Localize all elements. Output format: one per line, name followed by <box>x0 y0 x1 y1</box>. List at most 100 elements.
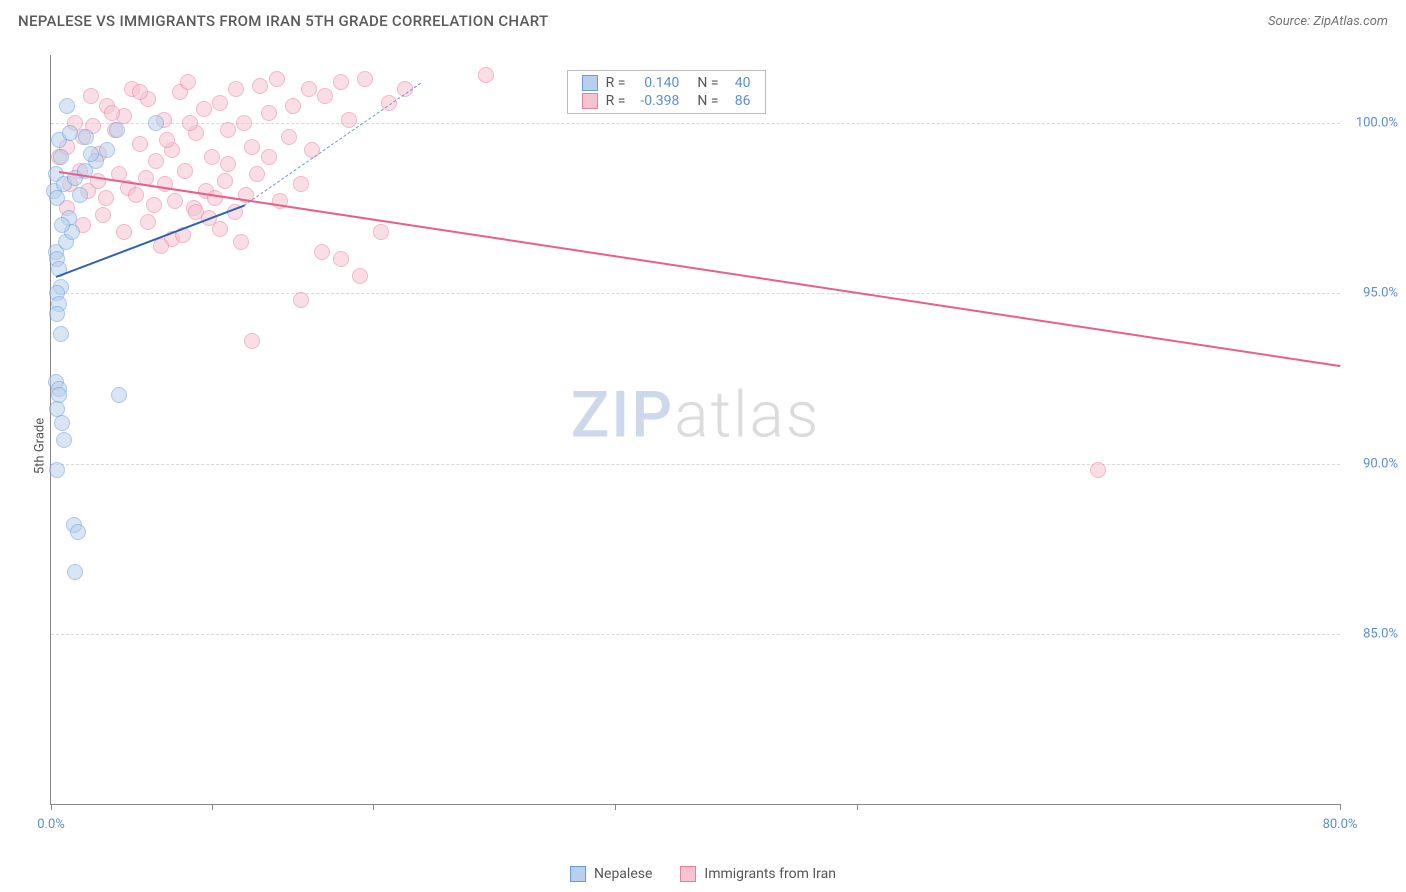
scatter-point-iran <box>249 166 265 182</box>
scatter-point-nepalese <box>53 149 69 165</box>
swatch-nepalese <box>570 866 586 882</box>
scatter-point-iran <box>293 176 309 192</box>
scatter-point-iran <box>180 74 196 90</box>
scatter-point-iran <box>301 81 317 97</box>
scatter-point-nepalese <box>78 129 94 145</box>
scatter-point-iran <box>95 207 111 223</box>
scatter-point-iran <box>293 292 309 308</box>
scatter-point-nepalese <box>49 306 65 322</box>
scatter-point-iran <box>167 193 183 209</box>
scatter-point-nepalese <box>49 462 65 478</box>
scatter-point-iran <box>261 149 277 165</box>
scatter-point-nepalese <box>56 432 72 448</box>
scatter-point-iran <box>233 234 249 250</box>
legend-item-iran: Immigrants from Iran <box>680 866 836 882</box>
scatter-point-iran <box>220 122 236 138</box>
stat-label-r: R = <box>606 75 626 91</box>
stats-row: R = 0.140 N = 40 <box>582 75 751 91</box>
y-axis-label: 5th Grade <box>33 418 48 474</box>
scatter-point-iran <box>236 115 252 131</box>
stats-row: R =-0.398N =86 <box>582 93 751 109</box>
scatter-point-iran <box>104 105 120 121</box>
scatter-point-nepalese <box>62 125 78 141</box>
scatter-point-iran <box>228 81 244 97</box>
scatter-point-iran <box>128 187 144 203</box>
scatter-point-iran <box>269 71 285 87</box>
scatter-point-iran <box>132 136 148 152</box>
swatch-iran <box>680 866 696 882</box>
scatter-point-iran <box>478 67 494 83</box>
scatter-point-iran <box>212 95 228 111</box>
scatter-point-iran <box>352 268 368 284</box>
source-attribution: Source: ZipAtlas.com <box>1268 14 1388 29</box>
scatter-point-iran <box>207 190 223 206</box>
scatter-point-iran <box>204 149 220 165</box>
scatter-point-iran <box>217 173 233 189</box>
scatter-point-iran <box>333 74 349 90</box>
y-tick-label: 85.0% <box>1363 626 1398 641</box>
scatter-point-nepalese <box>53 326 69 342</box>
x-tick <box>857 804 858 810</box>
gridline-h <box>51 464 1340 465</box>
stats-swatch <box>582 75 598 91</box>
scatter-point-iran <box>341 112 357 128</box>
scatter-point-iran <box>220 156 236 172</box>
scatter-point-nepalese <box>49 190 65 206</box>
scatter-point-iran <box>244 139 260 155</box>
scatter-point-iran <box>83 88 99 104</box>
scatter-point-iran <box>177 163 193 179</box>
x-tick <box>212 804 213 810</box>
y-tick-label: 95.0% <box>1363 286 1398 301</box>
scatter-point-iran <box>98 190 114 206</box>
x-tick-label: 0.0% <box>37 817 65 832</box>
scatter-point-iran <box>252 78 268 94</box>
stat-r-value: 0.140 <box>633 75 679 91</box>
scatter-point-iran <box>285 98 301 114</box>
stat-n-value: 86 <box>727 93 751 109</box>
scatter-point-nepalese <box>67 564 83 580</box>
scatter-point-nepalese <box>99 142 115 158</box>
stat-r-value: -0.398 <box>633 93 679 109</box>
x-tick-label: 80.0% <box>1323 817 1358 832</box>
scatter-point-nepalese <box>54 415 70 431</box>
x-tick <box>373 804 374 810</box>
stats-swatch <box>582 93 598 109</box>
x-tick <box>1340 804 1341 810</box>
scatter-point-nepalese <box>72 187 88 203</box>
scatter-point-iran <box>146 197 162 213</box>
scatter-point-iran <box>314 244 330 260</box>
stat-n-value: 40 <box>727 75 751 91</box>
scatter-point-nepalese <box>59 98 75 114</box>
stat-label-n: N = <box>697 93 718 109</box>
y-tick-label: 90.0% <box>1363 456 1398 471</box>
scatter-point-iran <box>196 101 212 117</box>
legend-item-nepalese: Nepalese <box>570 866 652 882</box>
scatter-point-iran <box>116 224 132 240</box>
watermark: ZIPatlas <box>571 377 821 452</box>
scatter-point-iran <box>333 251 349 267</box>
watermark-zip: ZIP <box>571 377 675 452</box>
scatter-point-nepalese <box>111 387 127 403</box>
stats-box: R = 0.140 N = 40R = -0.398 N = 86 <box>567 70 766 114</box>
scatter-point-iran <box>357 71 373 87</box>
scatter-point-nepalese <box>70 524 86 540</box>
x-tick <box>615 804 616 810</box>
chart-title: NEPALESE VS IMMIGRANTS FROM IRAN 5TH GRA… <box>18 12 548 30</box>
scatter-point-iran <box>304 142 320 158</box>
scatter-point-iran <box>159 132 175 148</box>
watermark-atlas: atlas <box>674 377 820 452</box>
scatter-point-iran <box>132 84 148 100</box>
scatter-point-nepalese <box>148 115 164 131</box>
scatter-point-nepalese <box>83 146 99 162</box>
stat-label-n: N = <box>697 75 718 91</box>
scatter-point-iran <box>148 153 164 169</box>
legend-label-iran: Immigrants from Iran <box>704 866 836 882</box>
scatter-point-iran <box>182 115 198 131</box>
scatter-point-iran <box>261 105 277 121</box>
scatter-point-iran <box>1090 462 1106 478</box>
y-tick-label: 100.0% <box>1356 116 1398 131</box>
gridline-h <box>51 293 1340 294</box>
chart-plot-area: ZIPatlas 85.0%90.0%95.0%100.0%0.0%80.0%R… <box>50 55 1340 805</box>
legend-label-nepalese: Nepalese <box>594 866 652 882</box>
trend-line <box>244 82 422 205</box>
